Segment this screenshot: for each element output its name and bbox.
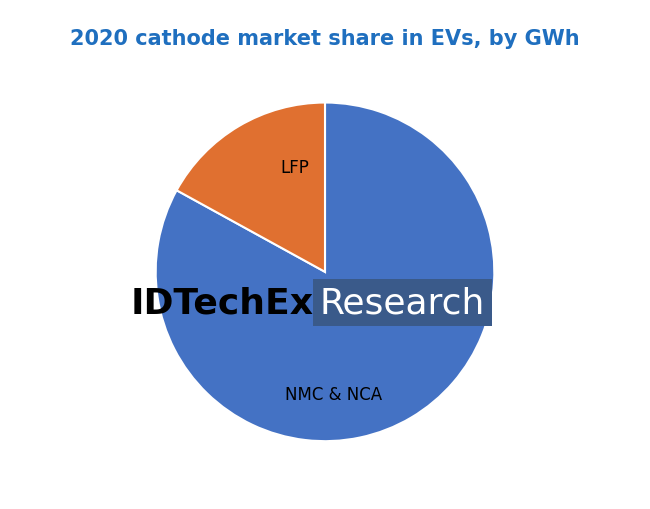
Text: LFP: LFP [280, 159, 309, 177]
Text: IDTechEx: IDTechEx [130, 286, 313, 320]
Wedge shape [156, 103, 494, 441]
Text: NMC & NCA: NMC & NCA [285, 385, 382, 403]
Text: Research: Research [320, 286, 486, 320]
Title: 2020 cathode market share in EVs, by GWh: 2020 cathode market share in EVs, by GWh [70, 29, 580, 48]
Wedge shape [177, 103, 325, 272]
